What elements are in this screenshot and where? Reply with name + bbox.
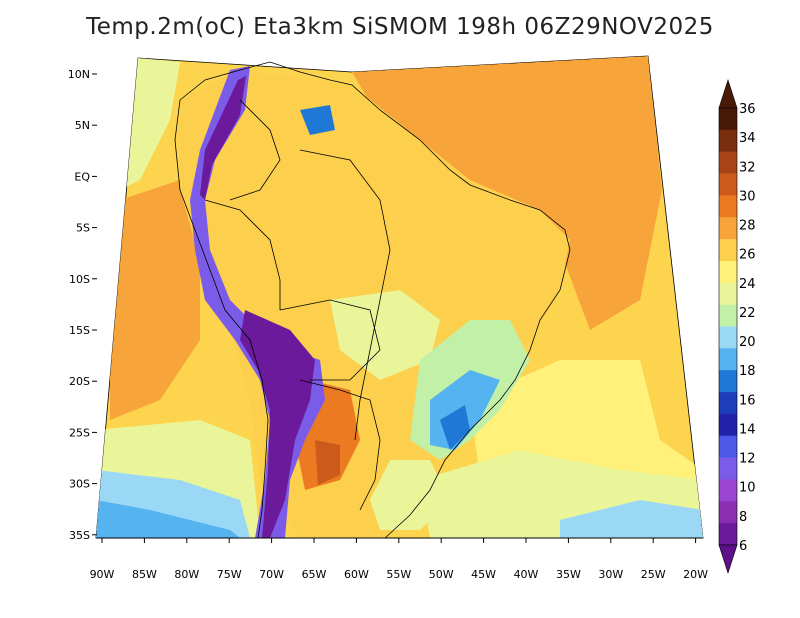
atlantic-warm-region <box>352 56 662 330</box>
south-brazil-cool <box>370 460 450 530</box>
legend-level-label: 16 <box>739 393 756 408</box>
southeast-coldest-spots <box>440 405 470 450</box>
legend-level-label: 18 <box>739 364 756 379</box>
legend-level-label: 32 <box>739 160 756 175</box>
legend-level-label: 20 <box>739 335 756 350</box>
legend-swatch <box>719 108 737 131</box>
legend-level-label: 30 <box>739 189 756 204</box>
colombia-border <box>229 99 281 201</box>
map-title: Temp.2m(oC) Eta3km SiSMOM 198h 06Z29NOV2… <box>86 14 714 40</box>
lat-tick-label: 5S <box>76 222 90 235</box>
andes-north-core <box>200 76 246 200</box>
legend-level-label: 14 <box>739 422 756 437</box>
legend-level-label: 22 <box>739 306 756 321</box>
venezuela-cool-highland <box>300 105 335 135</box>
lat-tick-label: EQ <box>74 170 90 183</box>
lat-tick-label: 10N <box>68 68 90 81</box>
pacific-coastline <box>174 99 269 539</box>
bolivia-border <box>279 299 381 381</box>
legend-bar: 36 34 32 30 28 26 24 22 20 18 16 14 12 10 8 6 <box>718 79 756 574</box>
chaco-hottest-core <box>315 440 340 485</box>
legend-swatch <box>719 304 737 327</box>
peru-border <box>204 199 281 310</box>
central-greenish-patch <box>330 290 440 380</box>
continent-coastline <box>179 61 571 539</box>
andes-altiplano-core <box>240 310 315 538</box>
legend-swatch <box>719 282 737 305</box>
legend-swatch <box>719 457 737 480</box>
legend-level-label: 36 <box>739 102 756 117</box>
latitude-ticks: 10N 5N EQ 5S 10S 15S 20S 25S 30S 35S <box>68 68 97 542</box>
argentina-border <box>299 379 381 511</box>
legend-swatch <box>719 523 737 546</box>
lat-tick-label: 10S <box>69 273 90 286</box>
atlantic-cold-corner <box>560 500 703 538</box>
legend-swatch <box>719 348 737 371</box>
legend-level-label: 10 <box>739 481 756 496</box>
legend-swatch <box>719 413 737 437</box>
lon-tick-label: 90W <box>90 568 115 581</box>
political-boundaries <box>174 61 571 539</box>
legend-swatch <box>719 501 737 524</box>
legend-swatch <box>719 173 737 196</box>
legend-level-label: 12 <box>739 452 756 467</box>
lon-tick-label: 75W <box>217 568 242 581</box>
lon-tick-label: 30W <box>598 568 623 581</box>
lat-tick-label: 20S <box>69 375 90 388</box>
lon-tick-label: 55W <box>386 568 411 581</box>
longitude-ticks: 90W 85W 80W 75W 70W 65W 60W 55W 50W 45W 40W 35W 30W 2… <box>90 538 708 581</box>
legend-arrow-bottom <box>718 544 738 574</box>
lat-tick-label: 35S <box>69 529 90 542</box>
legend-swatch <box>719 260 737 284</box>
legend-level-label: 28 <box>739 219 756 234</box>
map-axes: 10N 5N EQ 5S 10S 15S 20S 25S 30S 35S 90W 85W 80W 75W… <box>68 68 708 581</box>
lat-tick-label: 15S <box>69 324 90 337</box>
pacific-warm-band <box>110 180 200 420</box>
pacific-colder-band <box>96 500 240 538</box>
brazil-border <box>299 149 391 441</box>
lon-tick-label: 70W <box>259 568 284 581</box>
lon-tick-label: 65W <box>302 568 327 581</box>
legend-swatch <box>719 326 737 349</box>
legend-swatch <box>719 129 737 152</box>
lon-tick-label: 85W <box>132 568 157 581</box>
lon-tick-label: 60W <box>344 568 369 581</box>
legend-level-label: 6 <box>739 539 747 554</box>
legend-swatch <box>719 392 737 415</box>
legend-swatch <box>719 217 737 240</box>
legend-swatch <box>719 195 737 218</box>
lat-tick-label: 30S <box>69 478 90 491</box>
lon-tick-label: 35W <box>556 568 581 581</box>
legend-level-label: 8 <box>739 510 747 525</box>
legend-swatch <box>719 370 737 393</box>
lon-tick-label: 20W <box>683 568 708 581</box>
legend-level-label: 34 <box>739 131 756 146</box>
lat-tick-label: 25S <box>69 426 90 439</box>
lon-tick-label: 80W <box>174 568 199 581</box>
lon-tick-label: 40W <box>514 568 539 581</box>
legend-swatch <box>719 239 737 262</box>
legend-level-label: 26 <box>739 248 756 263</box>
lon-tick-label: 50W <box>429 568 454 581</box>
lon-tick-label: 25W <box>641 568 666 581</box>
legend-arrow-top <box>718 79 738 109</box>
legend-level-label: 24 <box>739 277 756 292</box>
legend-swatch <box>719 479 737 502</box>
lat-tick-label: 5N <box>75 119 90 132</box>
legend-swatch <box>719 435 737 458</box>
legend-swatch <box>719 151 737 174</box>
lon-tick-label: 45W <box>471 568 496 581</box>
